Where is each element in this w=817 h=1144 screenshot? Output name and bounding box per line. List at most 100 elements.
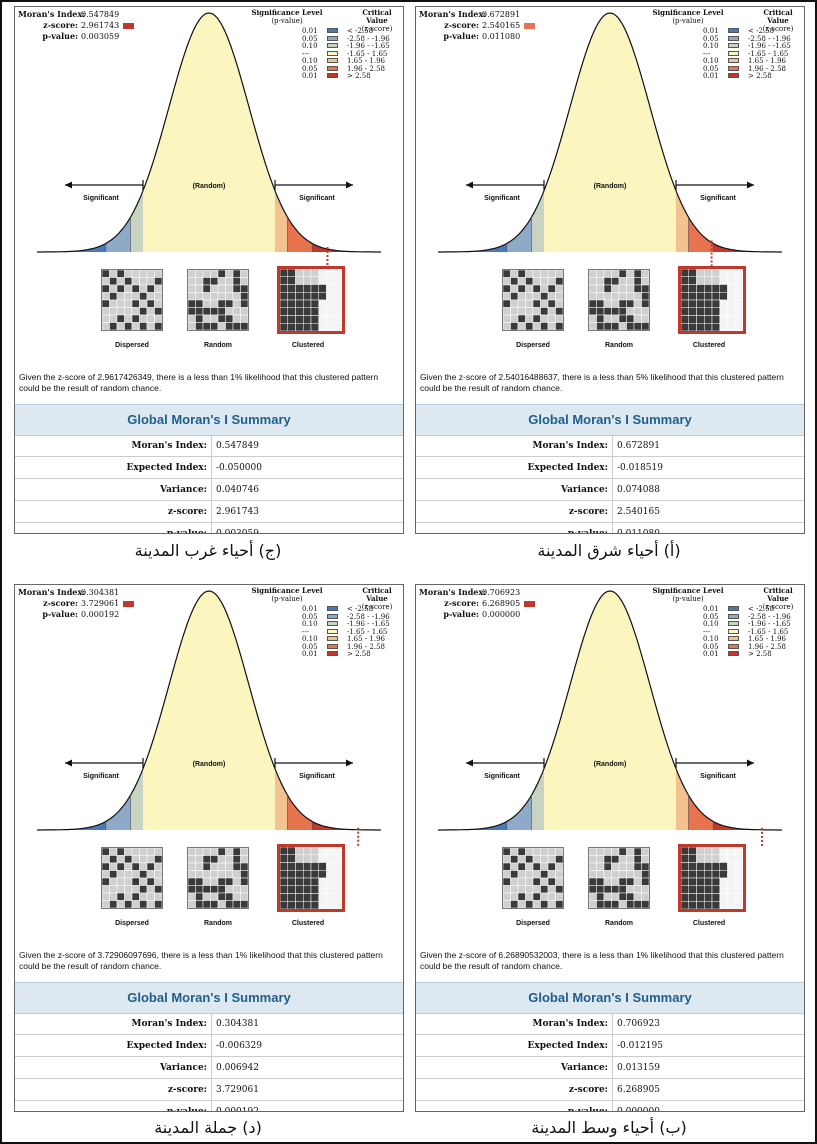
map-cell	[131, 885, 140, 894]
map-cell	[532, 299, 541, 308]
moran-panel-west: Moran's Index:0.547849 z-score: 2.961743 …	[14, 6, 404, 534]
map-cell	[727, 307, 736, 316]
map-cell	[711, 322, 721, 331]
right-significant-label: Significant	[299, 773, 335, 780]
map-cell	[641, 270, 649, 278]
map-cell	[711, 276, 721, 285]
summary-value: 0.000192	[211, 1100, 403, 1111]
map-cell	[517, 292, 526, 301]
map-cell	[202, 862, 211, 871]
map-cell	[131, 855, 140, 864]
map-cell	[555, 270, 563, 278]
map-cell	[626, 284, 635, 293]
map-cell	[232, 299, 241, 308]
map-cell	[109, 314, 118, 323]
map-cell	[202, 284, 211, 293]
map-cell	[210, 900, 219, 908]
map-cell	[727, 877, 736, 887]
map-cell	[109, 870, 118, 879]
map-cell	[280, 847, 289, 856]
summary-row: Variance: 0.074088	[416, 478, 804, 501]
map-cell	[596, 270, 605, 278]
map-cell	[318, 291, 327, 301]
map-cell	[596, 314, 605, 323]
map-cell	[195, 900, 204, 908]
legend-z-range: -1.96 - -1.65	[347, 42, 390, 50]
map-cell	[525, 848, 534, 856]
summary-value: 0.000000	[612, 1100, 804, 1111]
legend-header: Significance Level (p-value) Critical Valu…	[648, 9, 803, 34]
map-cell	[641, 885, 649, 894]
summary-value: 0.547849	[211, 435, 403, 457]
map-cell	[696, 307, 705, 316]
map-cell	[540, 277, 549, 286]
map-cell	[510, 270, 519, 278]
map-cell	[124, 848, 133, 856]
map-cell	[734, 877, 743, 887]
map-cell	[124, 862, 133, 871]
map-cell	[540, 270, 549, 278]
legend-p-value: 0.01	[703, 605, 719, 613]
legend-z-range: < -2.58	[748, 27, 775, 35]
map-cell	[310, 893, 320, 902]
map-cell	[589, 314, 597, 323]
map-cell	[210, 855, 219, 864]
map-cell	[326, 291, 335, 301]
map-cell	[302, 893, 312, 902]
map-cell	[287, 322, 296, 331]
map-cell	[202, 855, 211, 864]
legend-row: 0.10 -1.96 - -1.65	[648, 620, 803, 628]
summary-value: 0.706923	[612, 1013, 804, 1035]
map-cell	[517, 892, 526, 901]
legend-row: 0.05 1.96 - 2.58	[648, 643, 803, 651]
map-cell	[280, 869, 289, 879]
legend-p-value: 0.10	[703, 620, 719, 628]
legend-z-range: > 2.58	[748, 72, 772, 80]
map-cell	[611, 900, 620, 908]
map-cell	[633, 270, 642, 278]
curve-outline	[438, 590, 782, 831]
map-random	[588, 269, 650, 331]
map-cell	[109, 292, 118, 301]
map-cell	[280, 893, 289, 902]
map-cell	[210, 314, 219, 323]
map-cell	[633, 900, 642, 908]
map-cell	[102, 877, 110, 886]
caption-whole-city: (د) جملة المدينة	[154, 1118, 262, 1137]
map-cell	[232, 277, 241, 286]
legend-swatch	[728, 50, 739, 56]
map-cell	[703, 322, 713, 331]
map-cell	[102, 277, 110, 286]
map-label-clustered: Clustered	[692, 920, 726, 927]
map-cell	[195, 870, 204, 879]
map-cell	[195, 284, 204, 293]
map-cell	[295, 847, 304, 856]
map-cell	[102, 870, 110, 879]
map-cell	[131, 299, 140, 308]
map-cell	[517, 299, 526, 308]
map-cell	[310, 900, 320, 909]
map-cell	[102, 307, 110, 316]
map-cell	[681, 900, 690, 909]
map-cell	[195, 892, 204, 901]
z-score-value: 3.729061	[81, 599, 120, 608]
map-cell	[711, 269, 721, 278]
map-label-dispersed: Dispersed	[516, 920, 550, 927]
legend-swatch	[728, 28, 739, 33]
stats-block: Moran's Index:0.672891 z-score: 2.540165 …	[419, 9, 536, 42]
legend-row: 0.10 1.65 - 1.96	[648, 57, 803, 65]
map-cell	[589, 877, 597, 886]
legend-z-range: -2.58 - -1.96	[347, 612, 390, 621]
map-cell	[116, 848, 125, 856]
significance-legend: Significance Level (p-value) Critical Valu…	[648, 9, 803, 81]
curve-band-2	[130, 768, 143, 830]
map-cell	[503, 292, 511, 301]
map-cell	[532, 848, 541, 856]
curve-band-2	[531, 190, 544, 252]
map-cell	[280, 322, 289, 331]
map-cell	[641, 277, 649, 286]
map-cell	[603, 862, 612, 871]
map-cell	[734, 893, 743, 902]
map-cell	[525, 314, 534, 323]
map-cell	[641, 870, 649, 879]
